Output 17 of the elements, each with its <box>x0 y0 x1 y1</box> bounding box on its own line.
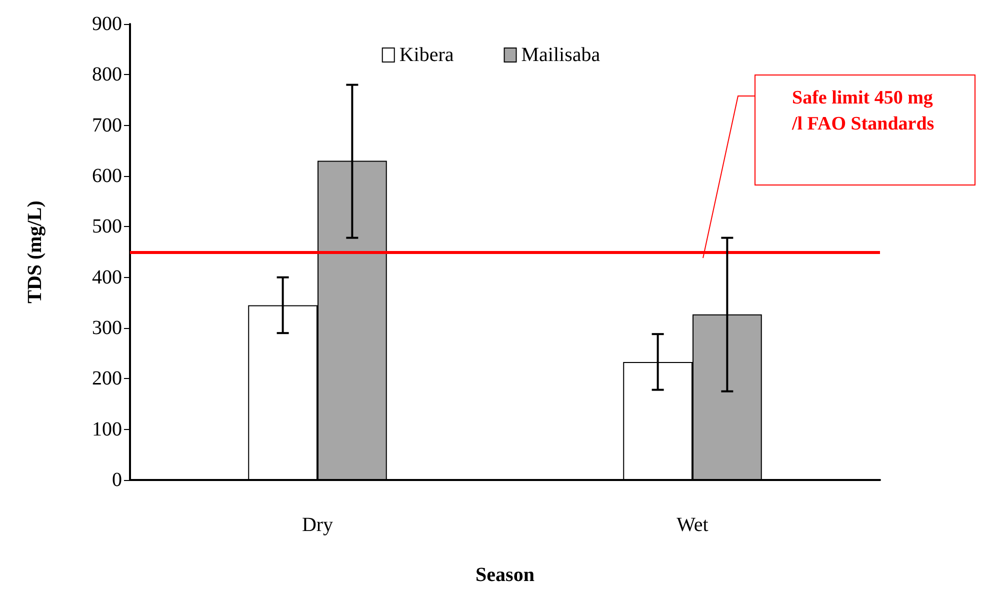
y-axis-title: TDS (mg/L) <box>24 200 46 304</box>
y-tick-label: 900 <box>92 13 122 35</box>
x-tick-label: Dry <box>302 514 334 536</box>
y-tick-label: 400 <box>92 266 122 288</box>
y-tick-label: 0 <box>112 469 122 491</box>
x-axis-title: Season <box>476 564 534 586</box>
y-tick-label: 500 <box>92 216 122 238</box>
x-tick-label: Wet <box>676 514 709 536</box>
y-tick-label: 700 <box>92 114 122 136</box>
y-tick-label: 800 <box>92 64 122 86</box>
ref-line-label: Safe limit 450 mg/l FAO Standards <box>791 88 934 134</box>
y-tick-label: 200 <box>92 368 122 390</box>
y-tick-label: 600 <box>92 165 122 187</box>
y-tick-label: 300 <box>92 317 122 339</box>
legend-label: Mailisaba <box>521 44 600 66</box>
legend-label: Kibera <box>399 44 454 66</box>
y-tick-label: 100 <box>92 418 122 440</box>
